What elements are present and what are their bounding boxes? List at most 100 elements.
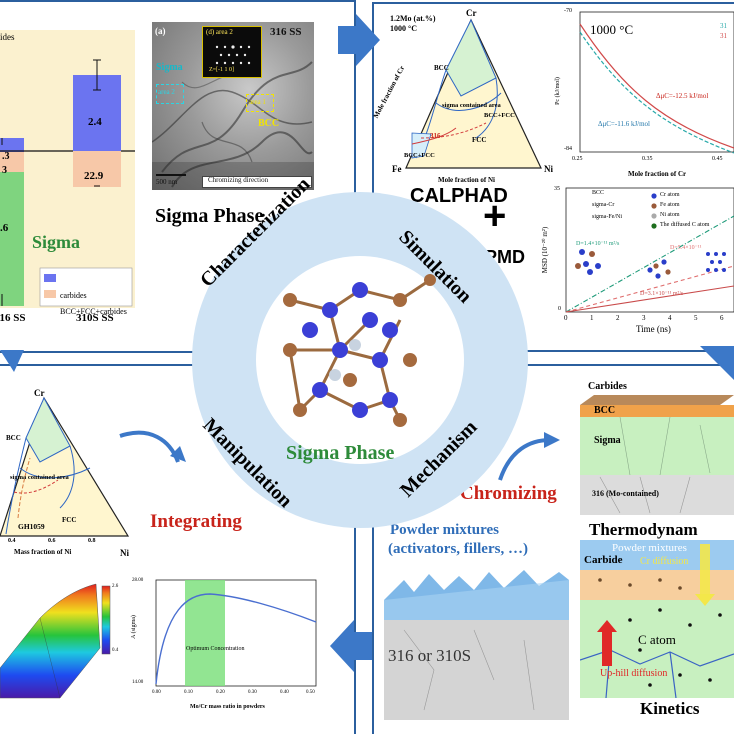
pc-curve-cyan [579,31,734,154]
bar-value-316-carbides: .3 [2,151,10,162]
stacked-bar-chart: ides .3 3 .6 2.4 22.9 Sigma carbides BCC… [0,20,140,324]
x-label-316: 316 SS [0,312,26,324]
legend-label-bccfcc: BCC+FCC+carbides [60,307,127,316]
pc-ytick-bot: -84 [564,146,572,152]
colorbar-top: 2.6 [112,584,119,589]
optimum-curve-chart: Optimum Concentration A (sigma) Mo/Cr ma… [130,576,320,726]
msd-legend-cr: Cr atom [660,192,680,198]
pc-temp-label: 1000 °C [590,22,634,37]
msd-xtick-3: 3 [642,314,646,322]
bcc-layer [580,405,734,417]
inset-zone-axis: Z=[-1 1 0] [209,67,235,73]
powder-title-2: (activators, fillers, …) [388,541,528,557]
sigma-phase-caption: Sigma Phase [155,205,264,227]
pc-xtick-0: 0.25 [572,156,583,162]
ternary-svg-2 [0,396,130,537]
pc-ytick-top: -70 [564,8,572,14]
ternary2-bcc: BCC [6,434,21,442]
plus-sign: + [483,194,507,238]
optimum-box-label-1: Optimum Concentration [186,646,245,652]
msd-xtick-4: 4 [668,314,672,322]
optimum-curve [155,593,317,685]
axis-label-cut: ides [0,32,15,42]
ternary2-xlabel: Mass fraction of Ni [14,548,72,556]
pc-legend-2: 31 [720,32,727,40]
tem-panel-label: (a) [155,26,166,36]
crystal-icon-2 [647,259,671,279]
kinetics-label: Kinetics [640,699,700,718]
direction-arrow [202,176,312,188]
integrating-label: Integrating [150,511,242,532]
msd-legend-bcc: BCC [592,190,605,196]
ternary1-bcc-fcc2: BCC+FCC [404,152,435,159]
pc-line-chart-svg [579,11,734,154]
optimum-xtick-3: 0.30 [248,690,257,695]
kinetics-cr-diff: Cr diffusion [640,556,689,567]
ternary1-header1: 1.2Mo (at.%) [390,14,436,23]
ternary1-header2: 1000 °C [390,24,417,33]
x-label-310: 310S SS [76,312,114,324]
optimum-xtick-0: 0.00 [152,690,161,695]
bar-value-310-bccfcc: 22.9 [84,170,104,182]
center-ring [192,192,528,528]
colorbar [101,585,111,655]
layer-block-svg [580,395,734,515]
msd-ytick-0: 0 [558,306,561,312]
msd-d1: D=1.4×10⁻¹¹ m²/s [576,241,620,247]
arrow-right [700,346,734,380]
kinetics-powder: Powder mixtures [612,542,687,554]
layer-base: 316 (Mo-contained) [592,489,659,498]
arrow-top [338,14,380,66]
ternary2-fcc: FCC [62,516,77,524]
msd-xlabel: Time (ns) [636,324,671,334]
optimum-xlabel: Mo/Cr mass ratio in powders [190,704,265,710]
sigma-bar-label: Sigma [32,232,81,252]
optimum-xtick-4: 0.40 [280,690,289,695]
ternary2-tick-08: 0.8 [88,538,96,544]
optimum-xtick-2: 0.20 [216,690,225,695]
layer-bcc: BCC [594,405,616,416]
powder-block: 316 or 310S [384,560,569,720]
ternary1-bcc: BCC [434,64,449,72]
ternary2-sigma-area: sigma contained area [10,474,69,481]
pc-delta2: ΔμC=-11.6 kJ/mol [598,120,651,128]
kinetics-schematic: Powder mixtures Carbide Cr diffusion C a… [580,540,734,698]
bar-316-carbides [0,138,24,152]
msd-legend-sigma-cr: sigma-Cr [592,202,615,208]
optimum-ytick-bot: 14.00 [132,680,144,685]
ternary-diagram-2: Cr BCC sigma contained area FCC GH1059 N… [0,388,140,558]
bar-value-316-bcc: 3 [2,165,7,176]
kinetics-uphill: Up-hill diffusion [600,668,668,679]
uphill-arrow [602,630,612,666]
pc-line-chart: 1000 °C ΔμC=-12.5 kJ/mol ΔμC=-11.6 kJ/mo… [555,8,734,180]
msd-legend-sigma-fe: sigma-Fe/Ni [592,214,622,220]
fft-inset: (d) area 2 Z=[-1 1 0] [202,26,262,78]
optimum-ytick-top: 28.00 [132,578,144,583]
pc-curve-red [579,23,734,149]
thermodynamics-label: Thermodynam [589,520,698,539]
legend-swatch-carbides [44,274,56,282]
powder-block-svg [384,570,569,720]
pc-xlabel: Mole fraction of Cr [628,170,687,178]
crystal-icon-3 [706,252,726,272]
ternary1-316: 316 [430,132,441,140]
substrate-layer [580,475,734,515]
msd-d3: D=3.1×10⁻¹¹ m²/s [640,291,684,297]
msd-d2: D=5.4×10⁻¹¹ [670,245,702,251]
3d-surface-plot: 2.6 0.4 [0,578,124,718]
msd-bcc [565,265,734,313]
optimum-xtick-1: 0.10 [184,690,193,695]
area1-label: area 1 [249,98,266,106]
optimum-box [185,580,225,686]
msd-sigma-cr [565,285,734,313]
pc-delta1: ΔμC=-12.5 kJ/mol [656,92,709,100]
ternary-diagram-1: 1.2Mo (at.%) 1000 °C Cr Fe Ni Mole fract… [372,8,556,188]
area2-box [156,84,184,104]
ternary2-gh: GH1059 [18,522,45,531]
bar-chart-svg [0,30,135,308]
msd-xtick-0: 0 [564,314,568,322]
pc-xtick-4: 0.45 [712,156,723,162]
optimum-curve-svg [155,579,317,687]
